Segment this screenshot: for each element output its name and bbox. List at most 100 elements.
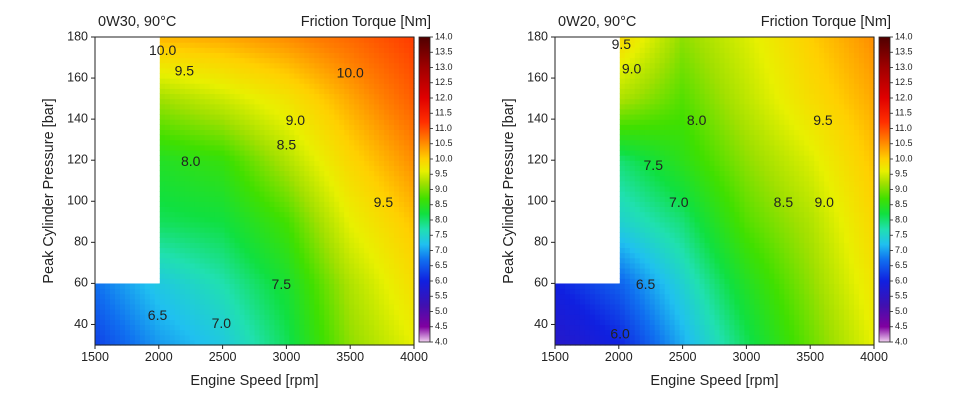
heatmap-cell [249, 57, 256, 64]
heatmap-cell [204, 339, 211, 346]
heatmap-cell [404, 160, 410, 166]
heatmap-cell [694, 206, 701, 213]
heatmap-cell [609, 319, 616, 326]
heatmap-cell [359, 196, 365, 202]
heatmap-cell [614, 293, 621, 300]
heatmap-cell [384, 298, 390, 305]
heatmap-cell [179, 216, 186, 223]
heatmap-cell [364, 252, 370, 259]
heatmap-cell [359, 88, 365, 95]
heatmap-cell [109, 303, 116, 310]
heatmap-cell [259, 273, 266, 279]
heatmap-cell [689, 247, 696, 254]
heatmap-cell [349, 334, 355, 341]
heatmap-cell [289, 72, 295, 79]
heatmap-cell [699, 185, 706, 192]
heatmap-cell [639, 242, 646, 249]
heatmap-cell [249, 83, 256, 89]
heatmap-cell [634, 57, 641, 64]
heatmap-cell [729, 170, 736, 177]
heatmap-cell [679, 134, 686, 141]
heatmap-cell [294, 206, 300, 213]
heatmap-cell [189, 319, 196, 326]
heatmap-cell [614, 319, 621, 326]
colorbar-tick-label: 10.5 [435, 138, 453, 148]
heatmap-cell [654, 309, 661, 315]
heatmap-cell [739, 247, 745, 254]
heatmap-cell [284, 47, 290, 53]
heatmap-cell [729, 108, 736, 115]
heatmap-cell [249, 88, 256, 95]
heatmap-cell [234, 324, 241, 331]
heatmap-cell [299, 124, 305, 130]
heatmap-cell [734, 88, 741, 95]
heatmap-cell [684, 232, 691, 238]
heatmap-cell [204, 93, 211, 100]
heatmap-cell [294, 57, 300, 64]
heatmap-cell [349, 232, 355, 238]
heatmap-cell [364, 309, 370, 315]
heatmap-cell [164, 298, 171, 305]
heatmap-cell [704, 288, 711, 295]
heatmap-cell [164, 268, 171, 274]
heatmap-cell [644, 278, 651, 284]
heatmap-cell [574, 288, 581, 295]
heatmap-cell [704, 232, 711, 238]
heatmap-cell [239, 88, 246, 95]
heatmap-cell [249, 201, 256, 207]
heatmap-cell [569, 314, 576, 320]
heatmap-cell [704, 247, 711, 254]
heatmap-cell [189, 144, 196, 151]
heatmap-cell [199, 329, 206, 336]
heatmap-cell [299, 119, 305, 125]
heatmap-cell [154, 303, 161, 310]
heatmap-cell [284, 160, 290, 166]
heatmap-cell [394, 242, 400, 249]
heatmap-cell [179, 124, 186, 130]
heatmap-cell [264, 278, 271, 284]
heatmap-cell [334, 67, 340, 74]
heatmap-cell [249, 103, 256, 110]
heatmap-cell [234, 196, 241, 202]
heatmap-cell [269, 232, 276, 238]
heatmap-cell [369, 78, 375, 84]
heatmap-cell [734, 129, 741, 136]
x-tick-label: 3500 [336, 350, 364, 364]
heatmap-cell [649, 78, 656, 84]
heatmap-cell [304, 57, 310, 64]
heatmap-cell [199, 303, 206, 310]
heatmap-cell [555, 334, 561, 341]
heatmap-cell [404, 149, 410, 156]
heatmap-cell [374, 314, 380, 320]
heatmap-cell [604, 288, 611, 295]
heatmap-cell [269, 201, 276, 207]
heatmap-cell [599, 324, 606, 331]
heatmap-cell [279, 144, 285, 151]
heatmap-cell [724, 303, 731, 310]
heatmap-cell [349, 124, 355, 130]
heatmap-cell [314, 129, 320, 136]
heatmap-cell [659, 108, 666, 115]
heatmap-cell [249, 216, 256, 223]
heatmap-cell [314, 196, 320, 202]
heatmap-cell [169, 211, 176, 218]
heatmap-cell [719, 149, 726, 156]
heatmap-cell [229, 108, 236, 115]
heatmap-cell [164, 175, 171, 182]
heatmap-cell [334, 98, 340, 105]
heatmap-cell [399, 175, 405, 182]
heatmap-cell [354, 98, 360, 105]
heatmap-cell [624, 226, 631, 233]
heatmap-cell [744, 303, 750, 310]
heatmap-cell [714, 160, 721, 166]
heatmap-cell [184, 170, 191, 177]
heatmap-cell [574, 298, 581, 305]
heatmap-cell [374, 309, 380, 315]
colorbar-tick-label: 7.0 [435, 245, 448, 255]
heatmap-cell [669, 67, 676, 74]
heatmap-cell [179, 170, 186, 177]
heatmap-cell [709, 211, 716, 218]
heatmap-cell [394, 149, 400, 156]
heatmap-cell [339, 139, 345, 146]
heatmap-cell [294, 78, 300, 84]
